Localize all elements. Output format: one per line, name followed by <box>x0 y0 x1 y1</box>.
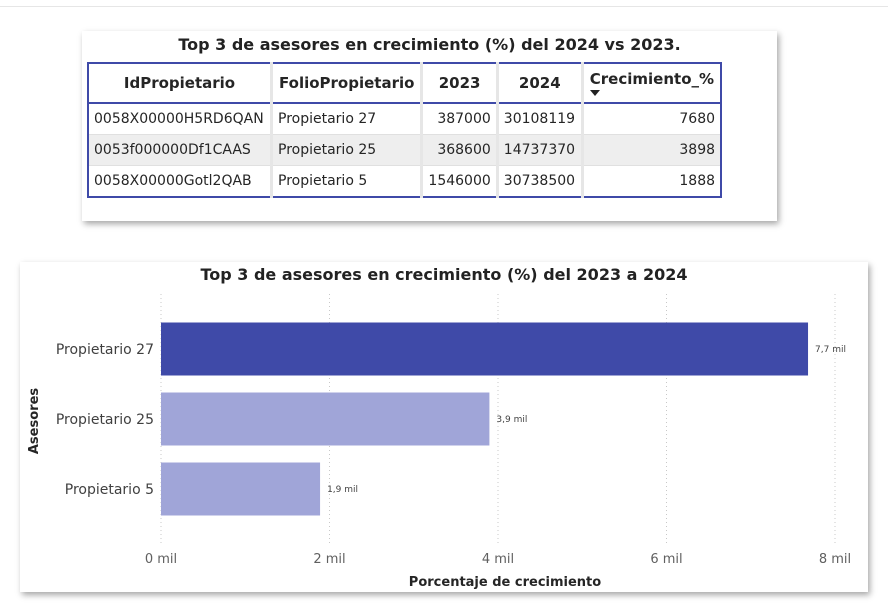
sort-descending-icon[interactable] <box>589 90 600 96</box>
cell-folio: Propietario 25 <box>271 134 424 166</box>
table-title: Top 3 de asesores en crecimiento (%) del… <box>178 35 681 54</box>
y-axis-label: Asesores <box>27 388 42 455</box>
data-label: 7,7 mil <box>815 345 846 355</box>
cell-id: 0058X00000H5RD6QAN <box>88 103 273 135</box>
category-label: Propietario 27 <box>56 342 154 358</box>
x-tick-label: 6 mil <box>650 552 682 567</box>
x-tick-label: 2 mil <box>313 552 345 567</box>
cell-2024: 30108119 <box>497 103 584 135</box>
cell-2023: 1546000 <box>421 165 499 198</box>
bar[interactable] <box>161 322 809 376</box>
bar[interactable] <box>161 462 321 516</box>
chart-x-ticks: 0 mil 2 mil 4 mil 6 mil 8 mil <box>145 552 851 567</box>
cell-crecimiento: 1888 <box>582 165 722 198</box>
cell-2024: 14737370 <box>497 134 584 166</box>
bar-chart-visual[interactable]: Top 3 de asesores en crecimiento (%) del… <box>20 262 868 592</box>
cell-id: 0058X00000Gotl2QAB <box>88 165 273 198</box>
table-row[interactable]: 0058X00000Gotl2QAB Propietario 5 1546000… <box>88 165 722 198</box>
chart-title: Top 3 de asesores en crecimiento (%) del… <box>200 265 687 284</box>
x-tick-label: 8 mil <box>819 552 851 567</box>
table-header-row: IdPropietario FolioPropietario 2023 2024… <box>88 63 722 103</box>
growth-table[interactable]: IdPropietario FolioPropietario 2023 2024… <box>87 62 723 198</box>
cell-2023: 368600 <box>421 134 499 166</box>
chart-category-labels: Propietario 27 Propietario 25 Propietario … <box>56 342 154 498</box>
cell-2024: 30738500 <box>497 165 584 198</box>
x-axis-label: Porcentaje de crecimiento <box>409 575 601 590</box>
cell-crecimiento: 3898 <box>582 134 722 166</box>
bar-chart: Top 3 de asesores en crecimiento (%) del… <box>27 265 851 590</box>
data-label: 3,9 mil <box>496 415 527 425</box>
top-divider <box>0 0 888 7</box>
cell-id: 0053f000000Df1CAAS <box>88 134 273 166</box>
category-label: Propietario 5 <box>65 482 154 498</box>
cell-2023: 387000 <box>421 103 499 135</box>
data-label: 1,9 mil <box>327 485 358 495</box>
col-header-foliopropietario[interactable]: FolioPropietario <box>271 63 424 103</box>
chart-bars: 7,7 mil 3,9 mil 1,9 mil <box>161 322 846 516</box>
col-header-idpropietario[interactable]: IdPropietario <box>88 63 273 103</box>
table-row[interactable]: 0058X00000H5RD6QAN Propietario 27 387000… <box>88 103 722 135</box>
table-row[interactable]: 0053f000000Df1CAAS Propietario 25 368600… <box>88 134 722 166</box>
col-header-crecimiento[interactable]: Crecimiento_% <box>582 63 721 103</box>
col-header-2023[interactable]: 2023 <box>421 63 499 103</box>
x-tick-label: 0 mil <box>145 552 177 567</box>
x-tick-label: 4 mil <box>482 552 514 567</box>
category-label: Propietario 25 <box>56 412 154 428</box>
cell-folio: Propietario 27 <box>271 103 424 135</box>
bar[interactable] <box>161 392 490 446</box>
cell-crecimiento: 7680 <box>582 103 722 135</box>
col-header-2024[interactable]: 2024 <box>497 63 584 103</box>
cell-folio: Propietario 5 <box>271 165 424 198</box>
table-visual[interactable]: Top 3 de asesores en crecimiento (%) del… <box>82 31 777 221</box>
